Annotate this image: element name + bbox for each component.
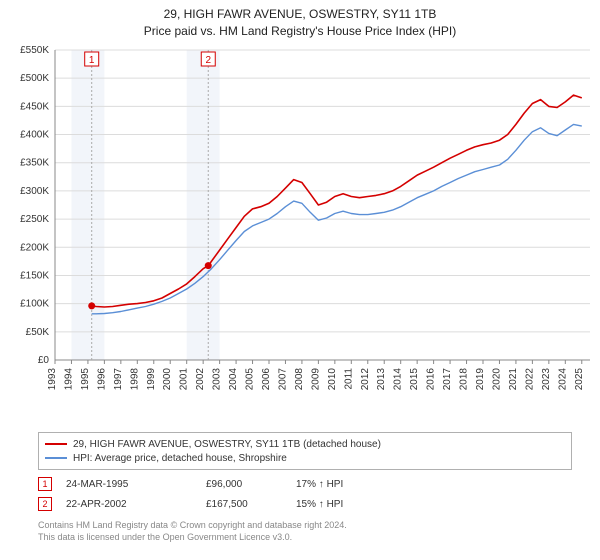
svg-text:£500K: £500K <box>20 73 49 84</box>
svg-text:2001: 2001 <box>179 368 190 391</box>
svg-text:2016: 2016 <box>426 368 437 391</box>
svg-text:1998: 1998 <box>129 368 140 391</box>
svg-text:1995: 1995 <box>80 368 91 391</box>
sale-marker-box: 2 <box>38 497 52 511</box>
svg-text:2007: 2007 <box>277 368 288 391</box>
legend-label: 29, HIGH FAWR AVENUE, OSWESTRY, SY11 1TB… <box>73 439 381 450</box>
svg-text:1994: 1994 <box>63 368 74 391</box>
sale-price: £167,500 <box>206 499 296 510</box>
svg-text:2020: 2020 <box>491 368 502 391</box>
legend-label: HPI: Average price, detached house, Shro… <box>73 453 287 464</box>
svg-text:2012: 2012 <box>360 368 371 391</box>
svg-text:2008: 2008 <box>294 368 305 391</box>
sales-list: 1 24-MAR-1995 £96,000 17% ↑ HPI 2 22-APR… <box>38 474 558 514</box>
svg-text:1997: 1997 <box>113 368 124 391</box>
chart-svg: £0 £50K £100K £150K £200K £250K £300K £350K £400… <box>0 40 600 430</box>
svg-text:£50K: £50K <box>26 327 50 338</box>
svg-text:1999: 1999 <box>146 368 157 391</box>
sale-delta: 15% ↑ HPI <box>296 499 416 510</box>
svg-text:1993: 1993 <box>47 368 58 391</box>
legend-swatch <box>45 443 67 445</box>
svg-text:£400K: £400K <box>20 130 49 141</box>
svg-text:2000: 2000 <box>162 368 173 391</box>
svg-text:2018: 2018 <box>459 368 470 391</box>
svg-text:£0: £0 <box>38 355 50 366</box>
legend: 29, HIGH FAWR AVENUE, OSWESTRY, SY11 1TB… <box>38 432 572 470</box>
svg-text:£550K: £550K <box>20 45 49 56</box>
svg-text:£200K: £200K <box>20 242 49 253</box>
svg-text:2022: 2022 <box>524 368 535 391</box>
svg-text:2015: 2015 <box>409 368 420 391</box>
sale-date: 22-APR-2002 <box>66 499 206 510</box>
svg-text:£250K: £250K <box>20 214 49 225</box>
svg-text:2003: 2003 <box>212 368 223 391</box>
title-address: 29, HIGH FAWR AVENUE, OSWESTRY, SY11 1TB <box>0 6 600 23</box>
svg-text:2006: 2006 <box>261 368 272 391</box>
svg-text:£300K: £300K <box>20 186 49 197</box>
svg-text:2013: 2013 <box>376 368 387 391</box>
sale-delta: 17% ↑ HPI <box>296 479 416 490</box>
svg-text:£450K: £450K <box>20 101 49 112</box>
sale-row: 1 24-MAR-1995 £96,000 17% ↑ HPI <box>38 474 558 494</box>
svg-text:2009: 2009 <box>310 368 321 391</box>
sale-row: 2 22-APR-2002 £167,500 15% ↑ HPI <box>38 494 558 514</box>
sale-marker-box: 1 <box>38 477 52 491</box>
page: 29, HIGH FAWR AVENUE, OSWESTRY, SY11 1TB… <box>0 0 600 560</box>
svg-text:2005: 2005 <box>245 368 256 391</box>
svg-text:2011: 2011 <box>343 368 354 390</box>
svg-text:2: 2 <box>205 55 211 66</box>
legend-swatch <box>45 457 67 459</box>
svg-text:2010: 2010 <box>327 368 338 391</box>
svg-text:1: 1 <box>89 55 95 66</box>
svg-text:2004: 2004 <box>228 368 239 391</box>
svg-text:2025: 2025 <box>574 368 585 391</box>
svg-text:2017: 2017 <box>442 368 453 391</box>
sale-date: 24-MAR-1995 <box>66 479 206 490</box>
footnote: Contains HM Land Registry data © Crown c… <box>38 520 568 543</box>
svg-text:2019: 2019 <box>475 368 486 391</box>
svg-text:1996: 1996 <box>96 368 107 391</box>
svg-text:2021: 2021 <box>508 368 519 391</box>
legend-item-price-paid: 29, HIGH FAWR AVENUE, OSWESTRY, SY11 1TB… <box>45 437 565 451</box>
footnote-line: This data is licensed under the Open Gov… <box>38 532 568 544</box>
svg-text:2014: 2014 <box>393 368 404 391</box>
title-subtitle: Price paid vs. HM Land Registry's House … <box>0 23 600 40</box>
sale-price: £96,000 <box>206 479 296 490</box>
svg-text:£100K: £100K <box>20 299 49 310</box>
svg-text:£350K: £350K <box>20 158 49 169</box>
chart-header: 29, HIGH FAWR AVENUE, OSWESTRY, SY11 1TB… <box>0 0 600 40</box>
legend-item-hpi: HPI: Average price, detached house, Shro… <box>45 451 565 465</box>
svg-text:2023: 2023 <box>541 368 552 391</box>
footnote-line: Contains HM Land Registry data © Crown c… <box>38 520 568 532</box>
svg-text:2024: 2024 <box>557 368 568 391</box>
svg-text:£150K: £150K <box>20 270 49 281</box>
svg-text:2002: 2002 <box>195 368 206 391</box>
price-chart: £0 £50K £100K £150K £200K £250K £300K £350K £400… <box>0 40 600 430</box>
